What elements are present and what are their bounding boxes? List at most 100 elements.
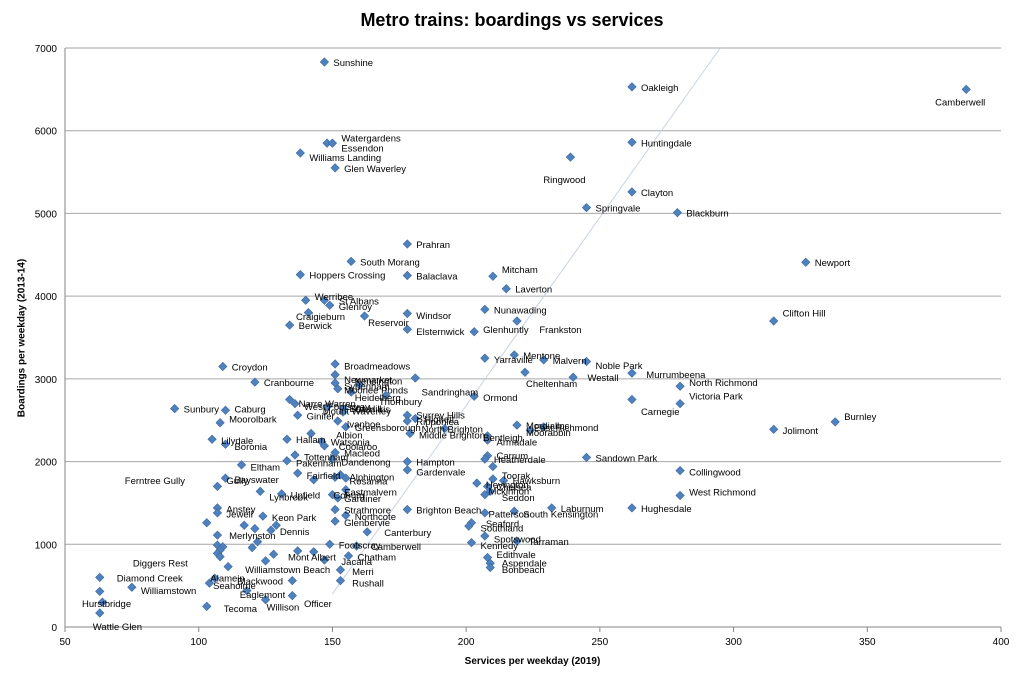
data-point-marker — [250, 523, 260, 534]
data-label: Tecoma — [224, 604, 258, 615]
data-label: Merlynston — [229, 531, 275, 542]
data-point-marker — [252, 537, 263, 547]
trendline-segment — [332, 47, 721, 595]
data-label: Alphington — [349, 472, 394, 483]
data-label: Pakenham — [296, 458, 342, 469]
data-label: Anstey — [226, 505, 255, 516]
data-point-marker — [236, 460, 247, 470]
data-label: Dandenong — [341, 458, 390, 469]
data-point-marker — [341, 422, 351, 432]
data-label: Boronia — [234, 442, 267, 453]
data-label: Essendon — [341, 143, 383, 154]
data-point-marker — [330, 359, 340, 369]
data-point-marker — [207, 434, 217, 444]
data-point-marker — [341, 485, 351, 495]
data-label: Nunawading — [494, 305, 547, 316]
data-label: Frankston — [539, 325, 581, 336]
data-label: North Brighton — [422, 424, 483, 435]
data-label: South Morang — [360, 257, 420, 268]
data-label: Albion — [336, 430, 362, 441]
data-label: Jolimont — [783, 426, 819, 437]
data-point-marker — [293, 468, 303, 478]
data-point-marker — [488, 461, 498, 472]
data-label: Merri — [352, 567, 374, 578]
data-label: Eaglemont — [240, 590, 286, 601]
x-tick-label: 400 — [993, 637, 1010, 648]
data-label: Upfield — [291, 491, 321, 502]
data-point-marker — [293, 410, 303, 420]
data-label: Prahran — [416, 240, 450, 251]
data-point-marker — [330, 472, 340, 482]
data-point-marker — [218, 361, 228, 372]
data-point-marker — [212, 530, 223, 540]
data-point-marker — [212, 508, 223, 518]
data-label: Jewell — [226, 510, 252, 521]
data-point-marker — [627, 394, 637, 405]
data-label: Williamstown — [141, 586, 196, 597]
data-label: Diamond Creek — [117, 573, 183, 584]
data-point-marker — [480, 304, 490, 315]
data-point-marker — [498, 475, 509, 486]
data-point-marker — [335, 565, 346, 575]
data-label: Rosanna — [349, 477, 388, 488]
data-point-marker — [581, 356, 592, 367]
data-label: Highett — [424, 415, 454, 426]
data-point-marker — [260, 556, 271, 566]
data-point-marker — [627, 503, 637, 513]
data-point-marker — [215, 552, 225, 562]
data-label: Gully — [226, 476, 248, 487]
data-point-marker — [466, 538, 477, 548]
data-point-marker — [322, 402, 332, 412]
data-point-marker — [512, 316, 522, 326]
data-label: Reservoir — [368, 318, 409, 329]
data-point-marker — [501, 284, 511, 294]
data-point-marker — [319, 555, 330, 565]
data-label: Eastmalvern — [344, 487, 397, 498]
data-label: Gardiner — [344, 494, 381, 505]
data-point-marker — [480, 454, 490, 464]
data-label: Ormond — [483, 393, 517, 404]
data-point-marker — [287, 576, 297, 586]
data-point-marker — [480, 531, 490, 541]
data-point-marker — [346, 256, 356, 267]
trendline — [332, 47, 721, 595]
data-point-marker — [627, 368, 637, 378]
data-label: Oakleigh — [641, 83, 679, 94]
data-point-marker — [359, 311, 370, 321]
data-label: Camberwell — [935, 97, 985, 108]
x-tick-label: 350 — [859, 637, 876, 648]
data-label: Greensborough — [355, 423, 421, 434]
data-point-marker — [215, 418, 225, 428]
data-point-marker — [480, 508, 490, 518]
data-label: Laverton — [515, 285, 552, 296]
data-point-marker — [97, 597, 108, 607]
data-label: Canterbury — [384, 528, 431, 539]
data-point-marker — [402, 270, 412, 281]
data-point-marker — [210, 573, 220, 583]
tick-labels: 0 1000 2000 3000 4000 5000 6000 7000 50 100 150 200… — [35, 44, 1010, 648]
data-label: Newmarket — [344, 375, 392, 386]
data-label: Carnegie — [641, 407, 680, 418]
data-point-marker — [485, 562, 495, 573]
data-label: Clifton Hill — [783, 309, 826, 320]
data-point-marker — [480, 353, 490, 363]
data-point-marker — [330, 163, 340, 173]
x-tick-label: 200 — [458, 637, 475, 648]
data-point-marker — [627, 187, 637, 197]
data-point-marker — [509, 506, 519, 516]
data-point-marker — [271, 520, 281, 530]
data-label: Willison — [267, 602, 300, 613]
data-point-marker — [95, 608, 105, 618]
data-label: Mordialloc — [526, 421, 570, 432]
data-point-marker — [202, 601, 212, 611]
data-point-marker — [309, 475, 319, 485]
data-label: Burnley — [844, 412, 876, 423]
data-label: Seaholme — [213, 581, 256, 592]
data-point-marker — [672, 207, 683, 218]
data-point-marker — [440, 423, 450, 434]
data-point-marker — [343, 551, 354, 561]
data-point-marker — [301, 295, 311, 305]
data-point-marker — [675, 399, 685, 409]
data-point-marker — [402, 416, 412, 426]
data-point-marker — [220, 473, 231, 483]
